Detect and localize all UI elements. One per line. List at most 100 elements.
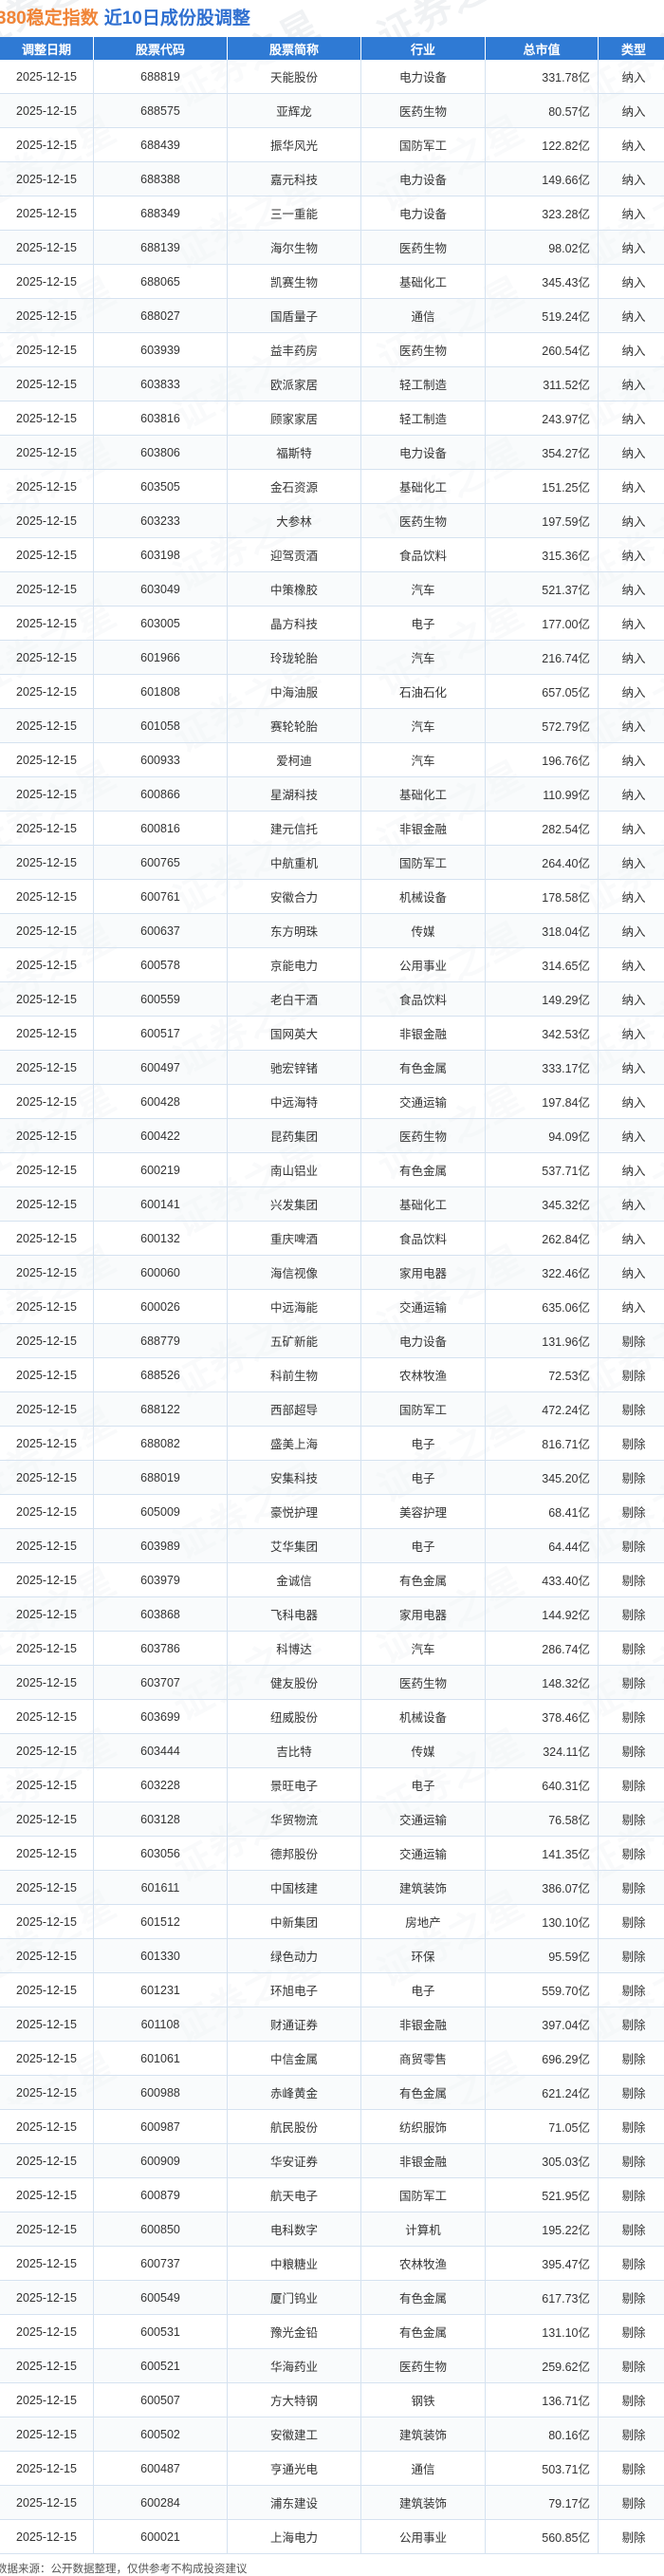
cell-industry: 汽车	[361, 641, 486, 675]
cell-industry: 医药生物	[361, 1119, 486, 1153]
cell-mktcap: 311.52亿	[486, 367, 599, 401]
cell-type: 剔除	[599, 1666, 664, 1700]
column-header-name[interactable]: 股票简称	[228, 37, 361, 60]
cell-date: 2025-12-15	[0, 1051, 94, 1085]
cell-type: 纳入	[599, 60, 664, 94]
cell-name: 环旭电子	[228, 1973, 361, 2007]
cell-mktcap: 131.10亿	[486, 2315, 599, 2349]
column-header-date[interactable]: 调整日期	[0, 37, 94, 60]
cell-industry: 电子	[361, 607, 486, 641]
column-header-code[interactable]: 股票代码	[94, 37, 228, 60]
cell-date: 2025-12-15	[0, 2110, 94, 2144]
cell-mktcap: 149.29亿	[486, 982, 599, 1017]
cell-industry: 电力设备	[361, 196, 486, 231]
column-header-industry[interactable]: 行业	[361, 37, 486, 60]
cell-mktcap: 282.54亿	[486, 812, 599, 846]
cell-name: 科博达	[228, 1632, 361, 1666]
cell-mktcap: 80.16亿	[486, 2417, 599, 2452]
cell-type: 剔除	[599, 2315, 664, 2349]
cell-code: 600850	[94, 2212, 228, 2247]
cell-name: 健友股份	[228, 1666, 361, 1700]
cell-industry: 通信	[361, 2452, 486, 2486]
cell-type: 纳入	[599, 1153, 664, 1187]
column-header-mktcap[interactable]: 总市值	[486, 37, 599, 60]
cell-mktcap: 617.73亿	[486, 2281, 599, 2315]
column-header-type[interactable]: 类型	[599, 37, 664, 60]
